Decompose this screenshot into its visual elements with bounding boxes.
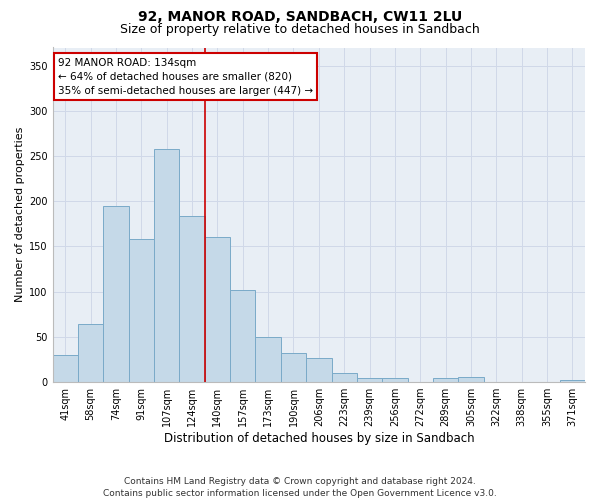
Text: Contains HM Land Registry data © Crown copyright and database right 2024.
Contai: Contains HM Land Registry data © Crown c…	[103, 476, 497, 498]
Bar	[433, 378, 458, 382]
Bar	[560, 380, 585, 382]
Bar	[129, 239, 154, 382]
Bar	[357, 378, 382, 382]
Bar	[103, 206, 129, 382]
Bar	[281, 353, 306, 382]
Text: 92 MANOR ROAD: 134sqm
← 64% of detached houses are smaller (820)
35% of semi-det: 92 MANOR ROAD: 134sqm ← 64% of detached …	[58, 58, 313, 96]
X-axis label: Distribution of detached houses by size in Sandbach: Distribution of detached houses by size …	[164, 432, 474, 445]
Bar	[332, 373, 357, 382]
Bar	[154, 149, 179, 382]
Y-axis label: Number of detached properties: Number of detached properties	[15, 127, 25, 302]
Bar	[53, 355, 78, 382]
Bar	[78, 324, 103, 382]
Bar	[256, 337, 281, 382]
Text: Size of property relative to detached houses in Sandbach: Size of property relative to detached ho…	[120, 22, 480, 36]
Bar	[205, 238, 230, 382]
Bar	[179, 216, 205, 382]
Bar	[306, 358, 332, 382]
Bar	[230, 290, 256, 382]
Bar	[458, 376, 484, 382]
Bar	[382, 378, 407, 382]
Text: 92, MANOR ROAD, SANDBACH, CW11 2LU: 92, MANOR ROAD, SANDBACH, CW11 2LU	[138, 10, 462, 24]
